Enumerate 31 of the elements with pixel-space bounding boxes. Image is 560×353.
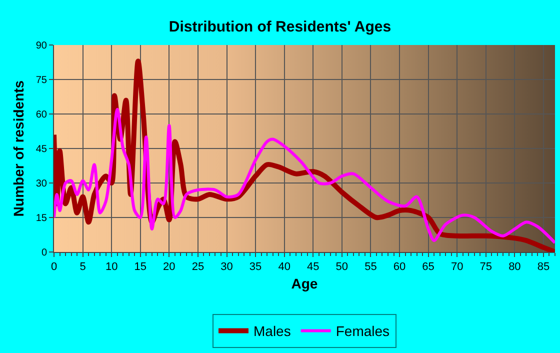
y-tick-label: 0 [41,248,48,258]
x-tick-label: 5 [80,261,86,274]
y-tick-label: 75 [36,75,48,86]
x-tick-label: 40 [278,261,290,274]
x-tick-label: 70 [450,261,464,274]
chart-title: Distribution of Residents' Ages [168,18,392,36]
x-tick-label: 20 [163,261,176,274]
y-tick-label: 15 [36,213,48,224]
x-tick-label: 35 [249,261,262,274]
x-axis-title: Age [291,276,318,292]
x-tick-label: 55 [364,261,377,274]
y-tick-label: 60 [36,110,48,120]
x-tick-label: 75 [480,261,492,274]
y-tick-label: 90 [36,40,48,52]
legend-label: Males [254,323,291,340]
y-axis-title: Number of residents [10,80,26,217]
x-tick-label: 25 [192,261,204,274]
x-tick-label: 10 [105,261,118,274]
x-tick-label: 0 [50,261,58,274]
x-tick-label: 80 [508,261,521,274]
y-tick-label: 30 [36,178,48,190]
x-tick-label: 15 [134,261,147,274]
x-tick-label: 45 [307,261,320,274]
y-tick-label: 45 [36,144,48,155]
x-tick-label: 60 [393,261,406,274]
x-tick-label: 50 [336,261,348,274]
x-tick-label: 65 [422,261,434,274]
line-series [54,108,555,244]
x-tick-label: 30 [220,261,233,274]
legend-label: Females [336,323,390,340]
x-tick-label: 85 [537,261,550,274]
